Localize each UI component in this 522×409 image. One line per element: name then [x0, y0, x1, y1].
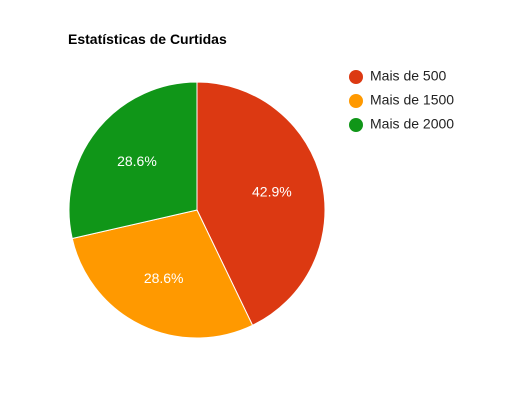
legend-label: Mais de 2000	[370, 116, 454, 132]
legend[interactable]: Mais de 500 Mais de 1500 Mais de 2000	[349, 68, 454, 132]
legend-swatch	[349, 94, 363, 108]
legend-item-mais-de-2000[interactable]: Mais de 2000	[349, 116, 454, 132]
pie-slice-mais-de-2000[interactable]	[68, 81, 198, 240]
legend-label: Mais de 500	[370, 68, 446, 84]
slice-label-mais-de-500: 42.9%	[252, 184, 292, 200]
legend-label: Mais de 1500	[370, 92, 454, 108]
slice-label-mais-de-2000: 28.6%	[117, 153, 157, 169]
legend-item-mais-de-500[interactable]: Mais de 500	[349, 68, 446, 84]
chart-title: Estatísticas de Curtidas	[68, 31, 227, 47]
pie-slice-mais-de-1500[interactable]	[71, 209, 254, 339]
pie-slice-mais-de-500[interactable]	[196, 81, 326, 326]
legend-swatch	[349, 118, 363, 132]
legend-swatch	[349, 70, 363, 84]
pie-slices	[68, 81, 326, 339]
slice-label-mais-de-1500: 28.6%	[144, 270, 184, 286]
legend-item-mais-de-1500[interactable]: Mais de 1500	[349, 92, 454, 108]
slice-labels: 42.9% 28.6% 28.6%	[117, 153, 292, 286]
